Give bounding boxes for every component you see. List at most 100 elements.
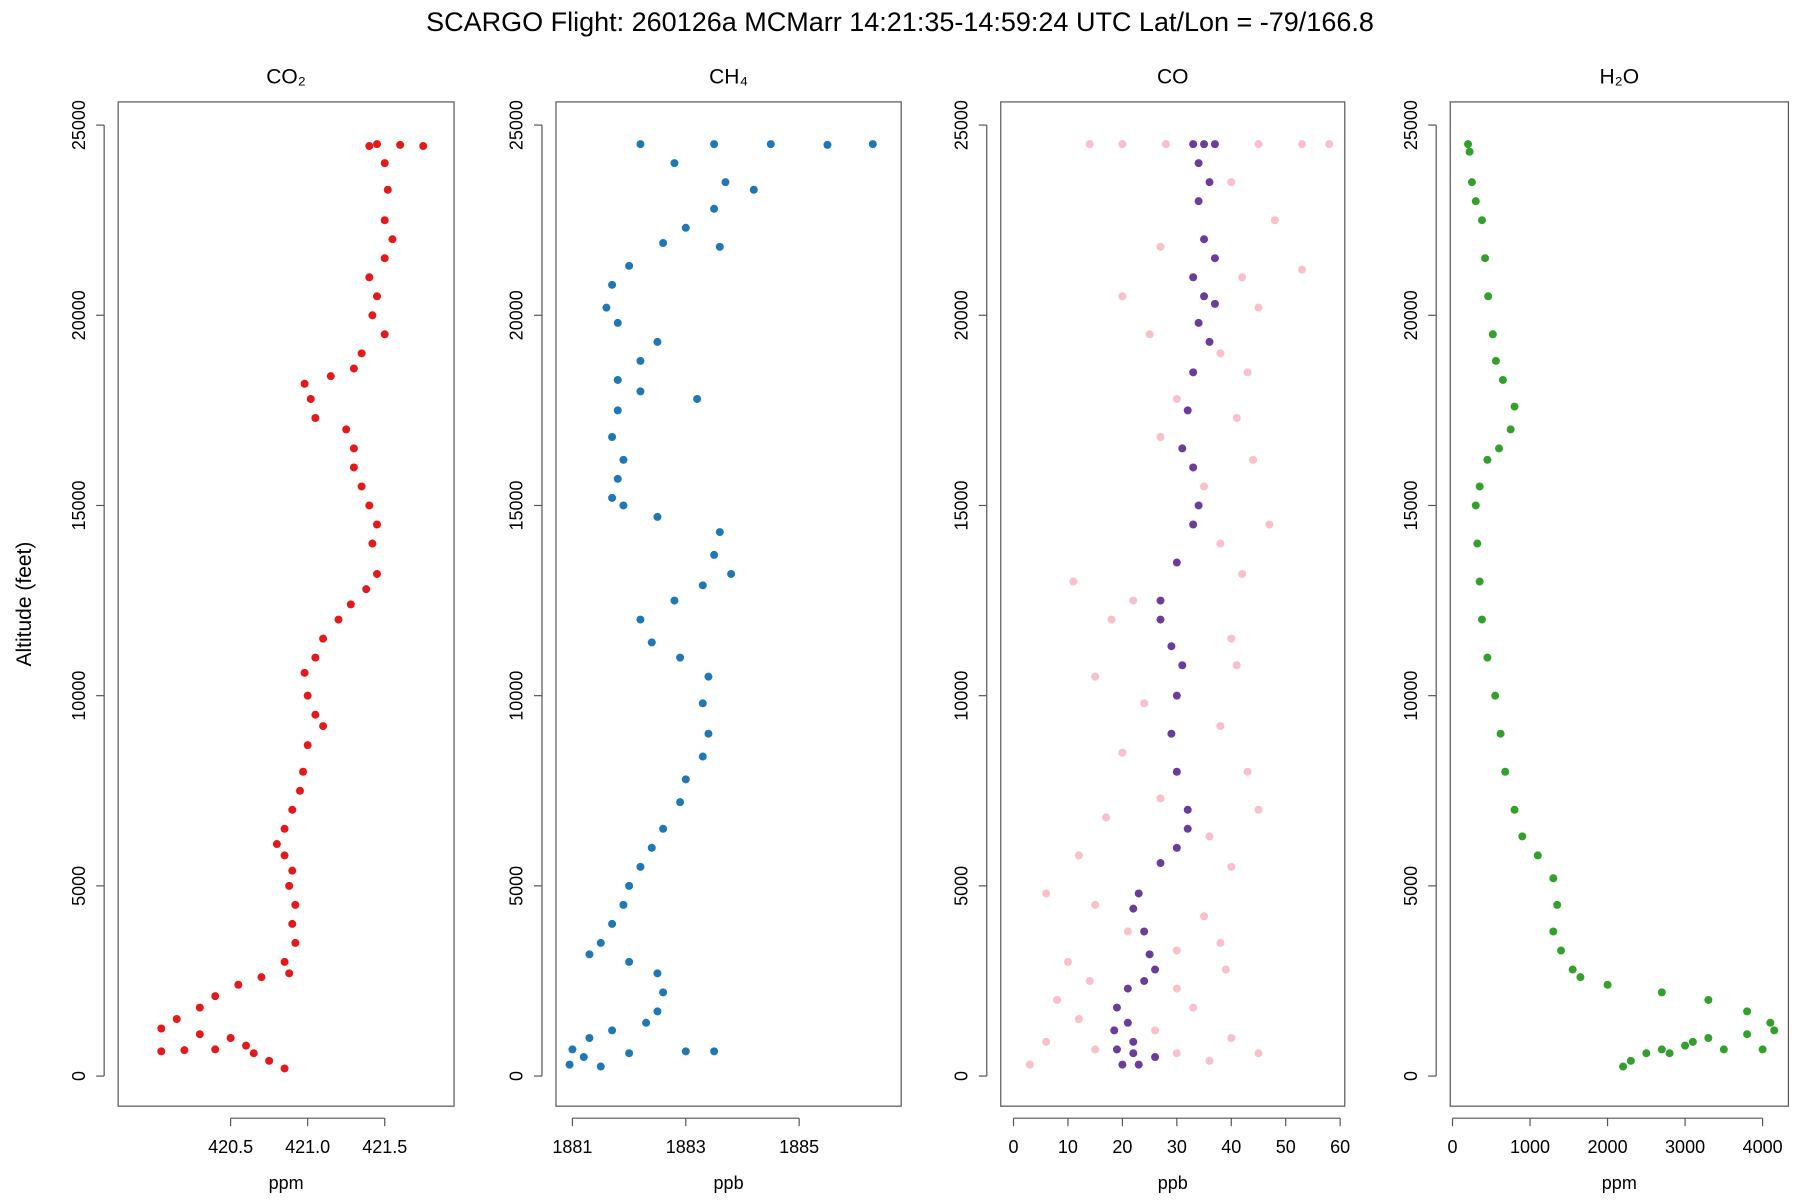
panel-title: CO xyxy=(1157,66,1189,89)
data-point xyxy=(1533,851,1542,860)
x-tick-label: 0 xyxy=(1009,1137,1019,1157)
plot-frame xyxy=(117,101,455,1107)
data-point xyxy=(1183,824,1192,833)
data-point xyxy=(1553,900,1562,909)
data-point xyxy=(1298,265,1307,274)
data-point xyxy=(579,1053,588,1062)
data-point xyxy=(1167,729,1176,738)
data-point xyxy=(1145,950,1154,959)
data-point xyxy=(1102,813,1111,822)
data-point xyxy=(1194,501,1203,510)
data-point xyxy=(1140,699,1149,708)
data-point xyxy=(257,973,266,982)
data-point xyxy=(349,444,358,453)
x-tick-label: 4000 xyxy=(1743,1137,1783,1157)
figure-title: SCARGO Flight: 260126a MCMarr 14:21:35-1… xyxy=(426,7,1374,37)
x-tick-label: 40 xyxy=(1221,1137,1241,1157)
data-point xyxy=(1178,444,1187,453)
data-point xyxy=(653,969,662,978)
plot-frame xyxy=(1000,101,1346,1107)
data-point xyxy=(1238,569,1247,578)
data-point xyxy=(172,1014,181,1023)
data-point xyxy=(636,140,645,149)
data-point xyxy=(608,1026,617,1035)
data-point xyxy=(670,159,679,168)
data-point xyxy=(1194,159,1203,168)
data-point xyxy=(613,375,622,384)
data-point xyxy=(625,881,634,890)
data-point xyxy=(721,178,730,187)
data-point xyxy=(1118,292,1127,301)
data-point xyxy=(1766,1018,1775,1027)
data-point xyxy=(1510,805,1519,814)
data-point xyxy=(1167,642,1176,651)
data-point xyxy=(1549,874,1558,883)
data-point xyxy=(613,474,622,483)
data-point xyxy=(1270,216,1279,225)
y-tick-label: 15000 xyxy=(69,480,89,530)
panel: CO₂ ppm Altitude (feet) 420.5 421.0 421.5 0 500… xyxy=(13,66,455,1193)
x-tick-label: 30 xyxy=(1167,1137,1187,1157)
y-tick-label: 0 xyxy=(952,1071,972,1081)
data-point xyxy=(1118,1060,1127,1069)
data-point xyxy=(1665,1049,1674,1058)
data-point xyxy=(608,919,617,928)
x-tick-label: 3000 xyxy=(1665,1137,1705,1157)
x-axis-label: ppm xyxy=(1602,1173,1637,1193)
data-point xyxy=(647,843,656,852)
data-point xyxy=(288,866,297,875)
data-point xyxy=(653,337,662,346)
data-point xyxy=(373,569,382,578)
data-point xyxy=(1107,615,1116,624)
data-point xyxy=(1603,980,1612,989)
data-point xyxy=(1205,178,1214,187)
data-point xyxy=(602,303,611,312)
data-point xyxy=(1210,140,1219,149)
data-point xyxy=(285,881,294,890)
data-point xyxy=(349,364,358,373)
y-tick-label: 25000 xyxy=(952,100,972,150)
data-point xyxy=(1510,402,1519,411)
data-point xyxy=(419,142,428,151)
data-point xyxy=(698,699,707,708)
data-point xyxy=(1156,596,1165,605)
data-point xyxy=(1243,767,1252,776)
x-tick-label: 1885 xyxy=(779,1137,819,1157)
data-point xyxy=(1200,235,1209,244)
y-axis-label: Altitude (feet) xyxy=(13,542,36,667)
data-point xyxy=(619,501,628,510)
data-point xyxy=(1467,178,1476,187)
data-point xyxy=(1112,1045,1121,1054)
data-point xyxy=(698,581,707,590)
data-point xyxy=(1549,927,1558,936)
data-point xyxy=(346,600,355,609)
data-point xyxy=(306,394,315,403)
data-point xyxy=(1216,722,1225,731)
y-tick-label: 10000 xyxy=(507,671,527,721)
data-point xyxy=(1123,1018,1132,1027)
data-point xyxy=(653,1007,662,1016)
data-point xyxy=(608,280,617,289)
data-point xyxy=(396,140,405,149)
data-point xyxy=(1183,805,1192,814)
data-point xyxy=(1205,1056,1214,1065)
panel: CO ppb 0 10 20 30 40 50 60 0 5000 10000 15000 20000 25… xyxy=(952,66,1351,1193)
data-point xyxy=(596,1062,605,1071)
data-point xyxy=(1189,273,1198,282)
y-tick-label: 20000 xyxy=(952,290,972,340)
data-point xyxy=(291,938,300,947)
data-point xyxy=(681,223,690,232)
data-point xyxy=(1325,140,1334,149)
y-tick-label: 25000 xyxy=(1401,100,1421,150)
y-tick-label: 5000 xyxy=(507,866,527,906)
data-point xyxy=(659,824,668,833)
x-tick-label: 1000 xyxy=(1510,1137,1550,1157)
data-point xyxy=(1216,349,1225,358)
data-point xyxy=(311,653,320,662)
data-point xyxy=(1194,197,1203,206)
data-point xyxy=(295,786,304,795)
data-point xyxy=(1189,520,1198,529)
data-point xyxy=(303,691,312,700)
data-point xyxy=(608,433,617,442)
data-point xyxy=(288,919,297,928)
